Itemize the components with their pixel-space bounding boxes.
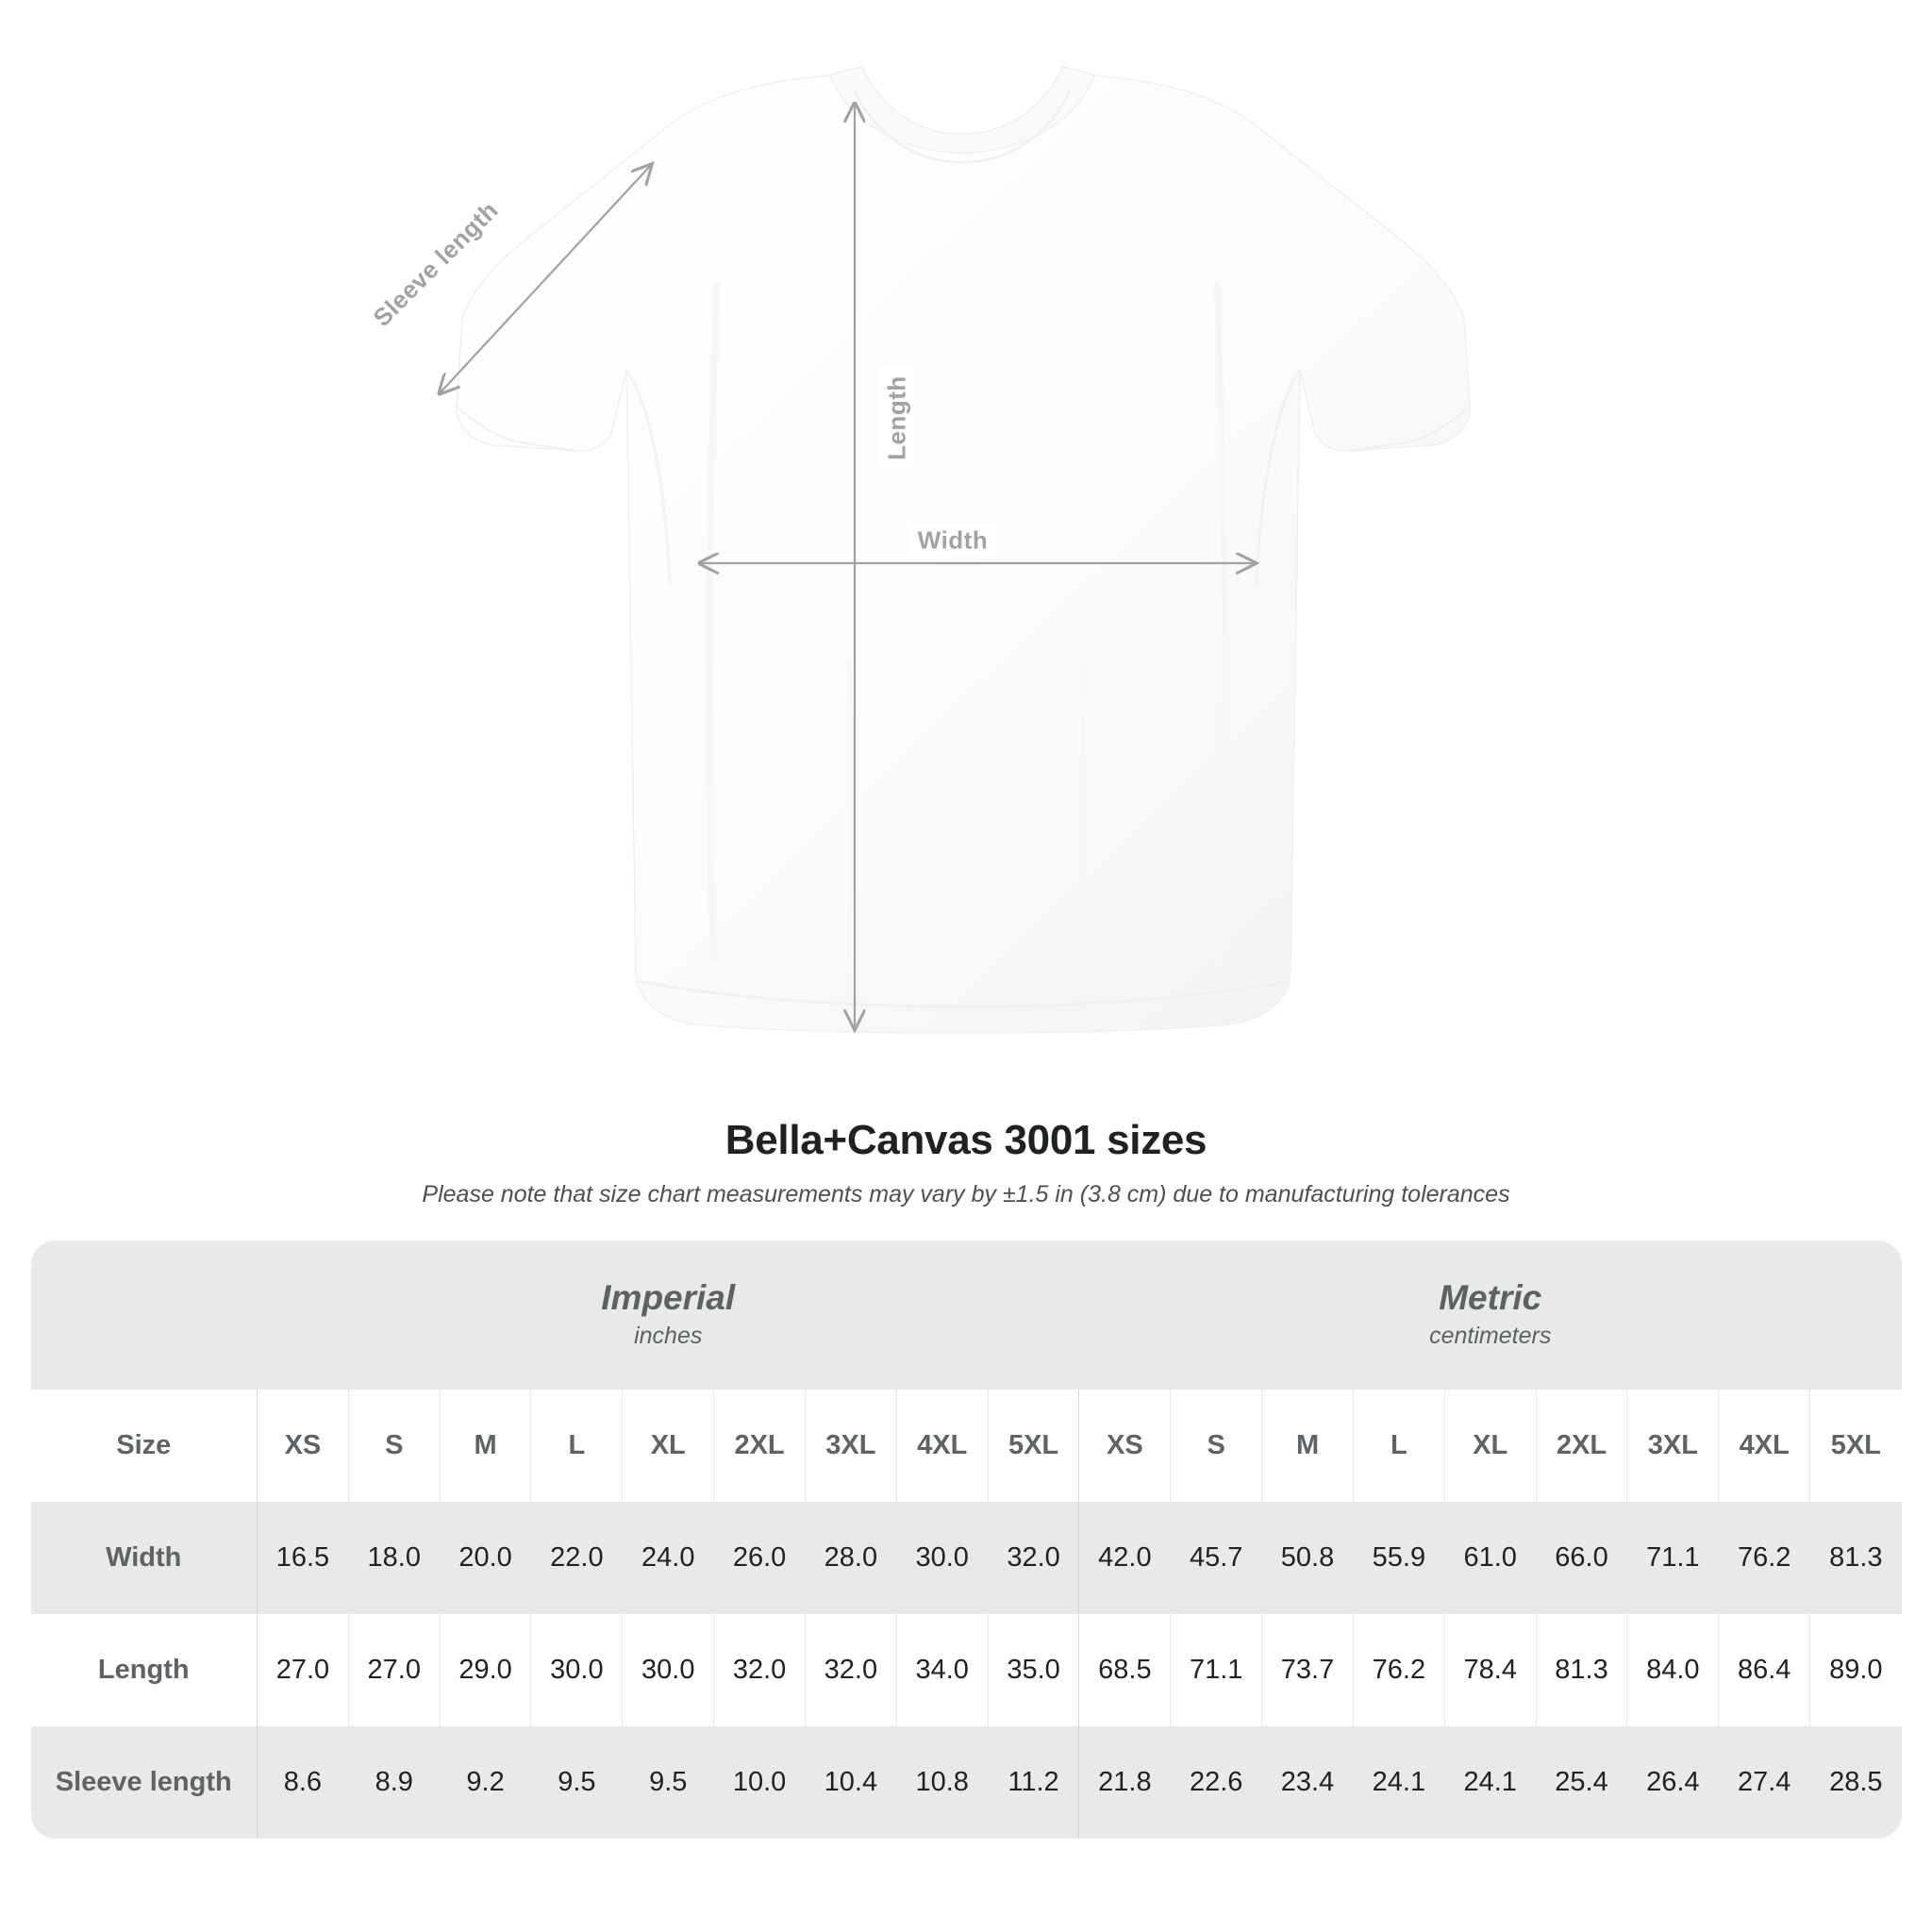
cell-imperial: 32.0 xyxy=(804,1614,897,1726)
cell-metric: 27.4 xyxy=(1718,1726,1810,1839)
size-header-imperial-5xl: 5XL xyxy=(987,1390,1079,1502)
size-chart-table: Imperial inches Metric centimeters Size XS S M L… xyxy=(30,1241,1902,1839)
cell-imperial: 24.0 xyxy=(622,1502,714,1614)
size-header-metric-l: L xyxy=(1352,1390,1445,1502)
unit-banner-row: Imperial inches Metric centimeters xyxy=(30,1241,1902,1390)
table-row: Width 16.5 18.0 20.0 22.0 24.0 26.0 28.0 30.0 32.… xyxy=(30,1502,1902,1614)
cell-metric: 73.7 xyxy=(1261,1614,1354,1726)
cell-imperial: 8.9 xyxy=(347,1726,441,1839)
size-header-imperial-2xl: 2XL xyxy=(713,1390,806,1502)
cell-metric: 28.5 xyxy=(1809,1726,1902,1839)
width-label: Width xyxy=(909,524,996,558)
cell-metric: 71.1 xyxy=(1626,1502,1719,1614)
tolerance-note: Please note that size chart measurements… xyxy=(422,1181,1510,1208)
size-header-imperial-3xl: 3XL xyxy=(804,1390,897,1502)
cell-imperial: 9.2 xyxy=(439,1726,531,1839)
cell-metric: 45.7 xyxy=(1170,1502,1262,1614)
unit-group-sub: inches xyxy=(634,1323,703,1350)
cell-imperial: 20.0 xyxy=(439,1502,531,1614)
size-header-metric-xl: XL xyxy=(1443,1390,1537,1502)
cell-metric: 81.3 xyxy=(1535,1614,1627,1726)
cell-metric: 24.1 xyxy=(1443,1726,1537,1839)
sleeve-length-arrow xyxy=(440,165,651,393)
cell-metric: 76.2 xyxy=(1718,1502,1810,1614)
cell-imperial: 9.5 xyxy=(530,1726,623,1839)
size-header-metric-3xl: 3XL xyxy=(1626,1390,1719,1502)
cell-metric: 89.0 xyxy=(1809,1614,1902,1726)
cell-imperial: 10.0 xyxy=(713,1726,806,1839)
size-header-metric-4xl: 4XL xyxy=(1718,1390,1810,1502)
cell-metric: 86.4 xyxy=(1718,1614,1810,1726)
page-title: Bella+Canvas 3001 sizes xyxy=(724,1117,1208,1163)
size-header-imperial-xl: XL xyxy=(622,1390,714,1502)
row-label-sleeve-length: Sleeve length xyxy=(30,1726,258,1839)
cell-metric: 24.1 xyxy=(1352,1726,1445,1839)
cell-metric: 61.0 xyxy=(1443,1502,1537,1614)
cell-metric: 81.3 xyxy=(1809,1502,1902,1614)
cell-imperial: 18.0 xyxy=(347,1502,441,1614)
size-header-imperial-l: L xyxy=(530,1390,623,1502)
unit-banner-spacer xyxy=(30,1241,258,1390)
cell-imperial: 10.8 xyxy=(895,1726,989,1839)
unit-group-name: Metric xyxy=(1439,1278,1542,1318)
cell-imperial: 27.0 xyxy=(257,1614,349,1726)
cell-metric: 23.4 xyxy=(1261,1726,1354,1839)
cell-metric: 25.4 xyxy=(1535,1726,1627,1839)
cell-imperial: 22.0 xyxy=(530,1502,623,1614)
size-header-metric-s: S xyxy=(1170,1390,1262,1502)
cell-imperial: 34.0 xyxy=(895,1614,989,1726)
cell-metric: 68.5 xyxy=(1078,1614,1171,1726)
row-label-width: Width xyxy=(30,1502,258,1614)
cell-imperial: 29.0 xyxy=(439,1614,531,1726)
size-header-metric-5xl: 5XL xyxy=(1809,1390,1902,1502)
size-header-imperial-4xl: 4XL xyxy=(895,1390,989,1502)
size-header-metric-2xl: 2XL xyxy=(1535,1390,1627,1502)
cell-metric: 21.8 xyxy=(1078,1726,1171,1839)
cell-imperial: 30.0 xyxy=(530,1614,623,1726)
table-row: Sleeve length 8.6 8.9 9.2 9.5 9.5 10.0 10.4 10.8… xyxy=(30,1726,1902,1839)
cell-metric: 84.0 xyxy=(1626,1614,1719,1726)
cell-imperial: 9.5 xyxy=(622,1726,714,1839)
cell-imperial: 30.0 xyxy=(622,1614,714,1726)
cell-metric: 50.8 xyxy=(1261,1502,1354,1614)
cell-imperial: 32.0 xyxy=(713,1614,806,1726)
cell-imperial: 26.0 xyxy=(713,1502,806,1614)
heading-block: Bella+Canvas 3001 sizes Please note that… xyxy=(0,1117,1932,1208)
size-header-row: Size XS S M L XL 2XL 3XL 4XL 5XL XS S M L XL 2XL 3XL 4XL 5… xyxy=(30,1390,1902,1502)
cell-imperial: 11.2 xyxy=(987,1726,1079,1839)
cell-imperial: 30.0 xyxy=(895,1502,989,1614)
cell-imperial: 27.0 xyxy=(347,1614,441,1726)
cell-imperial: 32.0 xyxy=(987,1502,1079,1614)
size-chart-table-wrapper: Imperial inches Metric centimeters Size XS S M L… xyxy=(30,1241,1902,1839)
length-label: Length xyxy=(880,368,914,468)
cell-imperial: 28.0 xyxy=(804,1502,897,1614)
cell-imperial: 16.5 xyxy=(257,1502,349,1614)
cell-imperial: 8.6 xyxy=(257,1726,349,1839)
row-label-length: Length xyxy=(30,1614,258,1726)
unit-group-name: Imperial xyxy=(601,1278,736,1318)
unit-group-imperial: Imperial inches xyxy=(257,1241,1079,1390)
cell-metric: 55.9 xyxy=(1352,1502,1445,1614)
cell-imperial: 35.0 xyxy=(987,1614,1079,1726)
cell-metric: 42.0 xyxy=(1078,1502,1171,1614)
unit-group-metric: Metric centimeters xyxy=(1078,1241,1902,1390)
cell-metric: 76.2 xyxy=(1352,1614,1445,1726)
cell-metric: 66.0 xyxy=(1535,1502,1627,1614)
size-header-metric-xs: XS xyxy=(1078,1390,1171,1502)
size-header-label: Size xyxy=(30,1390,258,1502)
size-header-imperial-m: M xyxy=(439,1390,531,1502)
cell-metric: 78.4 xyxy=(1443,1614,1537,1726)
table-row: Length 27.0 27.0 29.0 30.0 30.0 32.0 32.0 34.0 35… xyxy=(30,1614,1902,1726)
size-header-imperial-xs: XS xyxy=(257,1390,349,1502)
size-header-imperial-s: S xyxy=(347,1390,441,1502)
cell-imperial: 10.4 xyxy=(804,1726,897,1839)
cell-metric: 22.6 xyxy=(1170,1726,1262,1839)
cell-metric: 71.1 xyxy=(1170,1614,1262,1726)
tshirt-diagram: Sleeve length Length Width xyxy=(367,66,1471,1034)
unit-group-sub: centimeters xyxy=(1429,1323,1552,1350)
measurement-arrows xyxy=(440,104,1255,1028)
cell-metric: 26.4 xyxy=(1626,1726,1719,1839)
size-header-metric-m: M xyxy=(1261,1390,1354,1502)
